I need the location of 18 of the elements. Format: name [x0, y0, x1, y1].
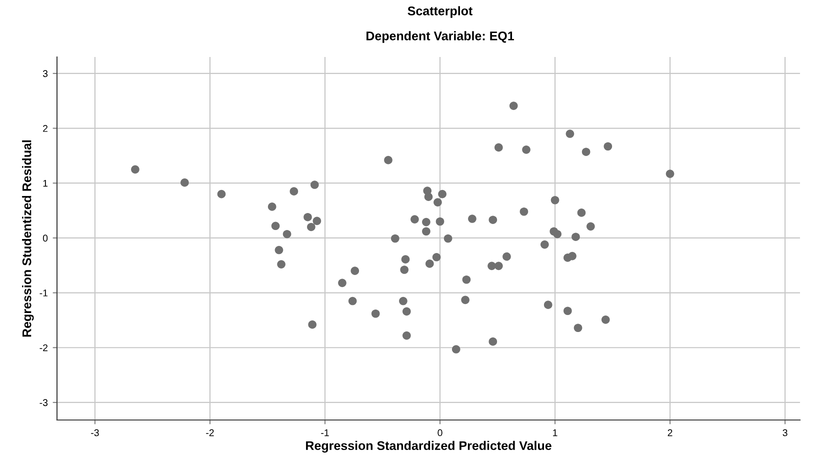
- y-tick-label: -3: [40, 399, 48, 406]
- y-tick-label: 2: [43, 125, 48, 132]
- y-tick-label: -2: [40, 344, 48, 352]
- x-tick-label: -3: [91, 429, 99, 436]
- y-tick-label: -1: [40, 290, 48, 296]
- y-tick-label: 1: [43, 180, 48, 187]
- chart-title: Scatterplot: [408, 6, 472, 18]
- y-tick-label: 0: [42, 234, 48, 242]
- x-axis-title: Regression Standardized Predicted Value: [306, 440, 552, 453]
- y-axis-title: Regression Studentized Residual: [22, 140, 34, 337]
- chart-subtitle: Dependent Variable: EQ1: [366, 31, 514, 43]
- x-tick-label: -1: [321, 429, 329, 436]
- x-tick-label: 1: [553, 429, 558, 436]
- x-tick-label: 2: [668, 429, 672, 436]
- y-tick-label: 3: [42, 70, 48, 78]
- x-tick-label: 0: [438, 429, 442, 436]
- x-tick-label: 3: [782, 429, 788, 436]
- x-tick-label: -2: [206, 429, 214, 436]
